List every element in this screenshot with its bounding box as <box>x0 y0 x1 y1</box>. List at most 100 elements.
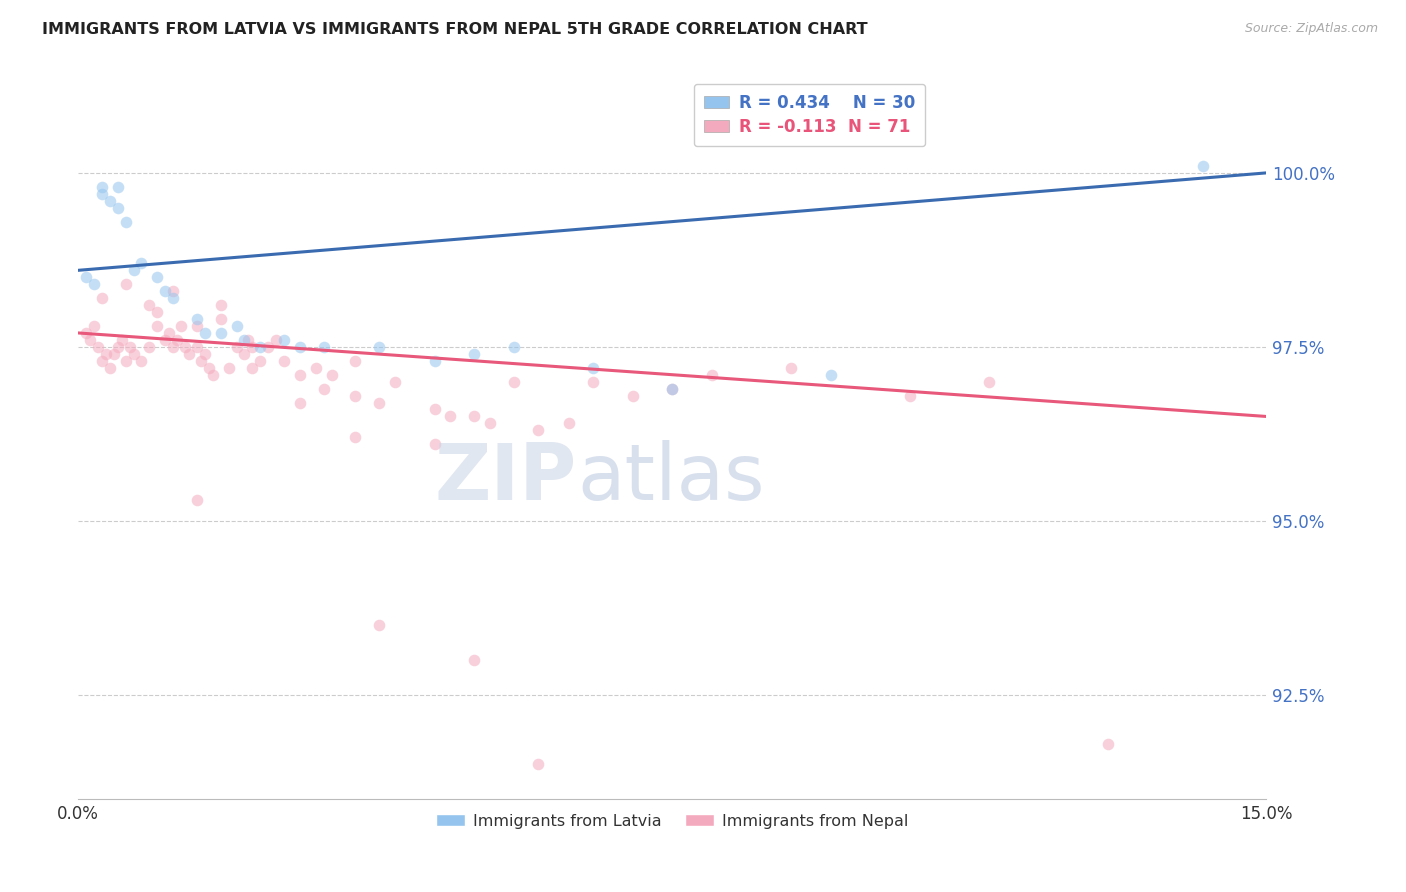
Point <box>155 333 177 347</box>
Point <box>87 340 110 354</box>
Point <box>582 375 605 389</box>
Point <box>114 353 136 368</box>
Point <box>225 318 247 333</box>
Point <box>170 318 193 333</box>
Point <box>146 305 169 319</box>
Point <box>162 291 184 305</box>
Point <box>146 270 169 285</box>
Point <box>368 395 391 409</box>
Point <box>90 291 112 305</box>
Point <box>780 360 803 375</box>
Point <box>288 340 311 354</box>
Point <box>107 179 129 194</box>
Text: Source: ZipAtlas.com: Source: ZipAtlas.com <box>1244 22 1378 36</box>
Point <box>94 347 117 361</box>
Point <box>240 360 263 375</box>
Point <box>502 375 524 389</box>
Point <box>198 360 221 375</box>
Point <box>312 340 335 354</box>
Point <box>146 318 169 333</box>
Point <box>661 382 683 396</box>
Point <box>344 430 367 444</box>
Text: ZIP: ZIP <box>434 440 576 516</box>
Point <box>288 395 311 409</box>
Point <box>621 388 644 402</box>
Point <box>526 423 548 437</box>
Point <box>368 340 391 354</box>
Point <box>1192 159 1215 173</box>
Point <box>218 360 240 375</box>
Point <box>558 417 581 431</box>
Point <box>155 284 177 298</box>
Point <box>463 347 485 361</box>
Point <box>75 326 97 340</box>
Point <box>209 298 232 312</box>
Point <box>384 375 406 389</box>
Point <box>162 284 184 298</box>
Point <box>368 618 391 632</box>
Point <box>661 382 683 396</box>
Point <box>138 298 160 312</box>
Point <box>83 277 105 292</box>
Point <box>114 277 136 292</box>
Point <box>138 340 160 354</box>
Point <box>1097 737 1119 751</box>
Point <box>90 353 112 368</box>
Point <box>90 179 112 194</box>
Point <box>111 333 134 347</box>
Point <box>582 360 605 375</box>
Point <box>273 353 295 368</box>
Point <box>225 340 247 354</box>
Point <box>273 333 295 347</box>
Point <box>439 409 461 424</box>
Point <box>463 409 485 424</box>
Point <box>131 353 153 368</box>
Point <box>79 333 101 347</box>
Point <box>157 326 180 340</box>
Point <box>186 312 208 326</box>
Point <box>463 653 485 667</box>
Point <box>423 402 446 417</box>
Point <box>98 194 121 208</box>
Point <box>305 360 328 375</box>
Point <box>103 347 125 361</box>
Point <box>209 326 232 340</box>
Point <box>83 318 105 333</box>
Point <box>75 270 97 285</box>
Point <box>264 333 287 347</box>
Point <box>249 353 271 368</box>
Point <box>118 340 141 354</box>
Point <box>201 368 224 382</box>
Point <box>288 368 311 382</box>
Point <box>209 312 232 326</box>
Point <box>312 382 335 396</box>
Point <box>90 186 112 201</box>
Point <box>257 340 280 354</box>
Point <box>526 757 548 772</box>
Point <box>700 368 723 382</box>
Point <box>186 492 208 507</box>
Point <box>977 375 1000 389</box>
Point <box>190 353 212 368</box>
Point <box>344 353 367 368</box>
Text: IMMIGRANTS FROM LATVIA VS IMMIGRANTS FROM NEPAL 5TH GRADE CORRELATION CHART: IMMIGRANTS FROM LATVIA VS IMMIGRANTS FRO… <box>42 22 868 37</box>
Point <box>122 263 145 277</box>
Point <box>186 318 208 333</box>
Point <box>249 340 271 354</box>
Point <box>233 333 256 347</box>
Point <box>114 214 136 228</box>
Point <box>321 368 343 382</box>
Point <box>820 368 842 382</box>
Point <box>344 388 367 402</box>
Point <box>98 360 121 375</box>
Point <box>240 340 263 354</box>
Legend: Immigrants from Latvia, Immigrants from Nepal: Immigrants from Latvia, Immigrants from … <box>430 807 915 835</box>
Point <box>898 388 921 402</box>
Point <box>478 417 501 431</box>
Point <box>166 333 188 347</box>
Point <box>194 347 217 361</box>
Point <box>238 333 260 347</box>
Point <box>107 340 129 354</box>
Point <box>131 256 153 270</box>
Point <box>186 340 208 354</box>
